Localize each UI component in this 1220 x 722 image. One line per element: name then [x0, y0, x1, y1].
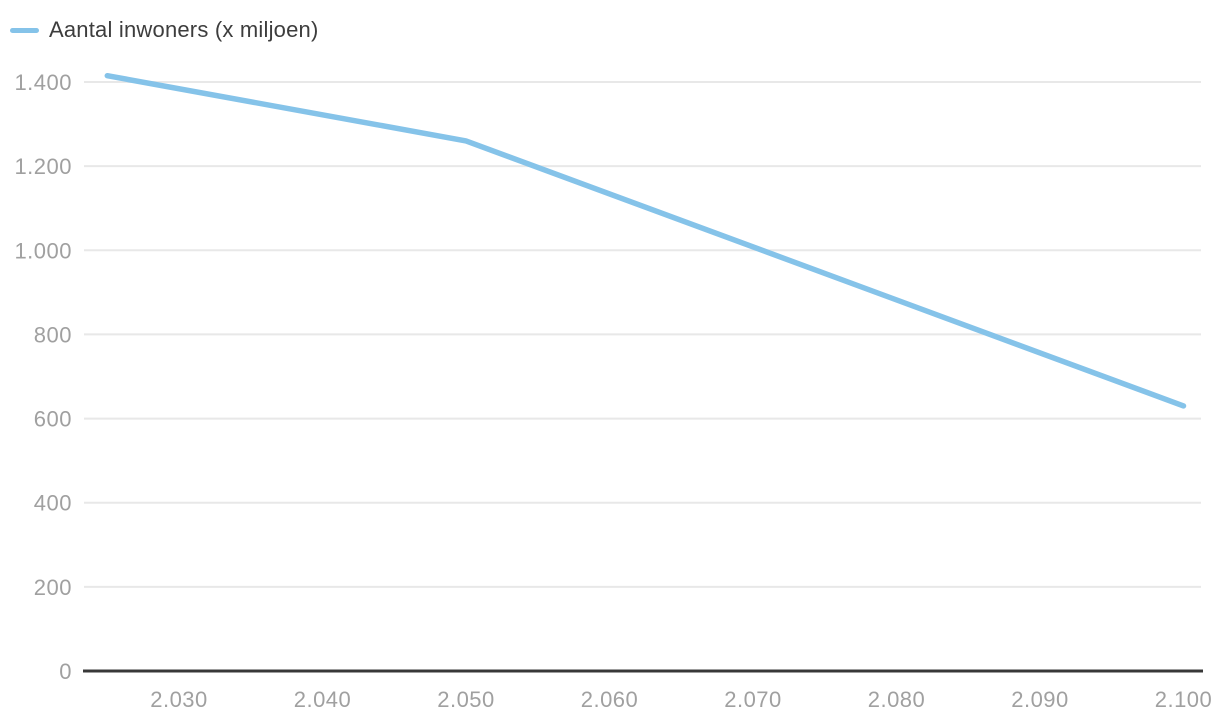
y-tick-label: 400	[34, 491, 72, 516]
legend-item[interactable]: Aantal inwoners (x miljoen)	[10, 17, 319, 43]
x-tick-label: 2.040	[294, 687, 352, 712]
y-axis-labels: 0 200 400 600 800 1.000 1.200 1.400	[14, 70, 72, 684]
x-tick-label: 2.050	[437, 687, 495, 712]
legend-label: Aantal inwoners (x miljoen)	[49, 17, 319, 42]
y-tick-label: 0	[59, 659, 72, 684]
x-axis-labels: 2.030 2.040 2.050 2.060 2.070 2.080 2.090 2.100	[150, 687, 1212, 712]
x-tick-label: 2.100	[1155, 687, 1213, 712]
y-tick-label: 200	[34, 575, 72, 600]
x-tick-label: 2.080	[868, 687, 926, 712]
x-tick-label: 2.070	[724, 687, 782, 712]
y-tick-label: 600	[34, 407, 72, 432]
gridlines	[84, 81, 1201, 588]
y-tick-label: 800	[34, 322, 72, 347]
legend-line-swatch-icon	[10, 27, 39, 33]
y-tick-label: 1.200	[14, 154, 72, 179]
population-line-series	[104, 72, 1187, 409]
x-tick-label: 2.090	[1011, 687, 1069, 712]
x-tick-label: 2.030	[150, 687, 208, 712]
x-tick-label: 2.060	[581, 687, 639, 712]
y-tick-label: 1.400	[14, 70, 72, 95]
y-tick-label: 1.000	[14, 238, 72, 263]
